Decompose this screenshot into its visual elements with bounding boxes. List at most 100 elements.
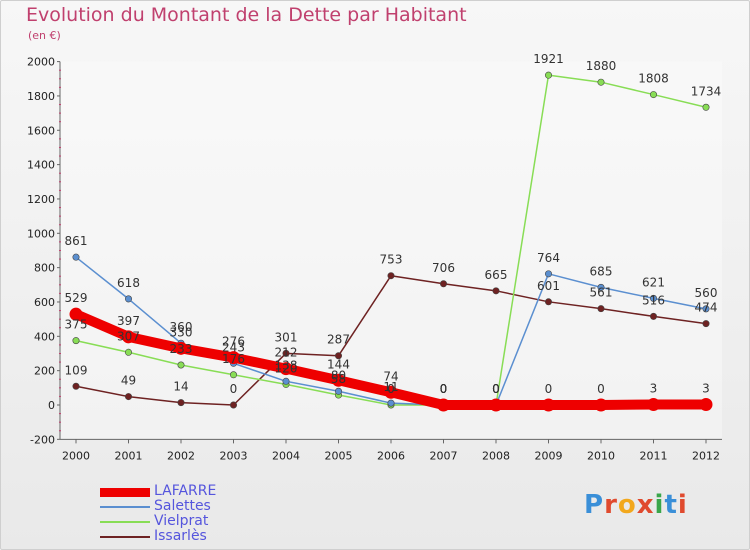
data-label: 3	[650, 381, 658, 395]
logo-letter: o	[617, 490, 637, 520]
data-label: 764	[537, 251, 560, 265]
data-point	[177, 399, 185, 407]
data-point	[489, 398, 503, 412]
x-tick-label: 2001	[115, 449, 143, 462]
data-point	[649, 312, 657, 320]
logo-letter: r	[604, 490, 618, 520]
legend-swatch	[100, 536, 150, 538]
y-tick-label: 1000	[27, 227, 55, 240]
x-tick-label: 2008	[482, 449, 510, 462]
data-label: 176	[222, 352, 245, 366]
data-point	[279, 362, 293, 376]
x-tick-label: 2003	[220, 449, 248, 462]
legend-swatch	[100, 521, 150, 523]
legend-item: Salettes	[100, 498, 300, 514]
data-label: 0	[492, 382, 500, 396]
data-point	[544, 71, 552, 79]
data-label: 138	[275, 358, 298, 372]
data-point	[597, 78, 605, 86]
data-label: 685	[590, 264, 613, 278]
x-tick-label: 2009	[535, 449, 563, 462]
data-label: 0	[230, 382, 238, 396]
data-point	[702, 103, 710, 111]
data-point	[334, 352, 342, 360]
legend-label: Issarlès	[154, 528, 207, 544]
data-point	[125, 295, 133, 303]
data-label: 0	[440, 382, 448, 396]
data-label: 0	[492, 382, 500, 396]
x-tick-label: 2006	[377, 449, 405, 462]
data-point	[437, 398, 450, 412]
data-label: 0	[492, 382, 500, 396]
data-point	[702, 305, 710, 313]
legend-swatch	[100, 506, 150, 508]
y-tick-label: 800	[34, 262, 55, 275]
y-tick-label: 400	[34, 330, 55, 343]
data-point	[230, 401, 238, 409]
data-label: 0	[440, 382, 448, 396]
data-label: 243	[222, 340, 245, 354]
legend-label: LAFARRE	[154, 483, 217, 499]
logo-letter: t	[664, 490, 678, 520]
data-label: 1880	[586, 59, 617, 73]
data-label: 861	[65, 234, 88, 248]
legend-item: Vielprat	[100, 513, 300, 529]
x-tick-label: 2000	[62, 449, 90, 462]
data-label: 1734	[691, 84, 722, 98]
data-label: 0	[440, 382, 448, 396]
y-tick-label: 1800	[27, 90, 55, 103]
data-label: 58	[331, 372, 346, 386]
data-label: 561	[590, 286, 613, 300]
data-point	[597, 305, 605, 313]
data-label: 74	[383, 369, 398, 383]
x-tick-label: 2010	[587, 449, 615, 462]
data-label: 144	[327, 357, 350, 371]
data-label: 233	[170, 342, 193, 356]
data-label: 330	[170, 325, 193, 339]
data-point	[594, 398, 608, 412]
legend-item: Issarlès	[100, 528, 300, 544]
data-point	[282, 349, 290, 357]
data-point	[647, 397, 660, 411]
proxiti-logo: Proxiti	[584, 490, 688, 520]
plot-area	[60, 61, 722, 440]
data-point	[72, 253, 80, 261]
data-label: 287	[327, 333, 350, 347]
data-point	[649, 294, 657, 302]
x-tick-label: 2011	[640, 449, 668, 462]
data-point	[177, 361, 185, 369]
data-point	[332, 373, 345, 387]
data-label: 120	[275, 361, 298, 375]
x-tick-label: 2004	[272, 449, 300, 462]
data-label: 0	[387, 382, 395, 396]
legend: LAFARRE Salettes Vielprat Issarlès	[100, 483, 300, 544]
data-point	[387, 399, 395, 407]
data-point	[544, 298, 552, 306]
y-tick-label: -200	[30, 433, 55, 446]
y-tick-label: 1200	[27, 193, 55, 206]
x-tick-label: 2007	[430, 449, 458, 462]
y-tick-label: 1600	[27, 124, 55, 137]
chart-title: Evolution du Montant de la Dette par Hab…	[26, 4, 467, 26]
x-tick-label: 2012	[692, 449, 720, 462]
y-tick-label: 0	[48, 399, 55, 412]
legend-label: Vielprat	[154, 513, 209, 529]
data-point	[439, 280, 447, 288]
data-point	[597, 283, 605, 291]
data-label: 560	[695, 286, 718, 300]
data-point	[125, 393, 133, 401]
data-label: 14	[173, 380, 188, 394]
y-tick-label: 200	[34, 365, 55, 378]
data-label: 474	[695, 301, 718, 315]
data-label: 1921	[533, 52, 564, 66]
data-label: 375	[65, 318, 88, 332]
data-point	[334, 387, 342, 395]
data-point	[227, 351, 240, 365]
data-point	[544, 270, 552, 278]
data-label: 301	[275, 330, 298, 344]
data-point	[649, 91, 657, 99]
data-label: 753	[380, 253, 403, 267]
data-label: 360	[170, 320, 193, 334]
